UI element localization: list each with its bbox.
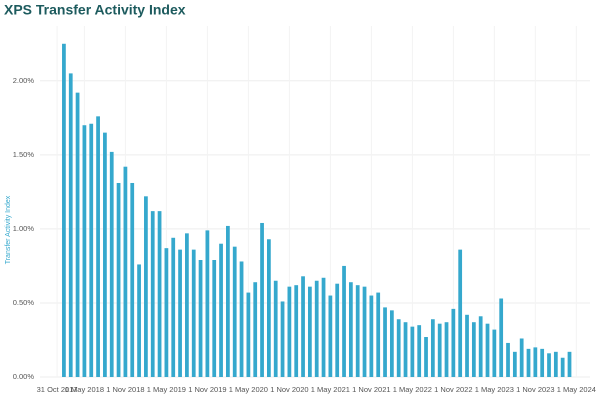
y-tick-label: 0.50%: [13, 298, 35, 307]
y-axis-label: Transfer Activity Index: [5, 195, 12, 264]
bar: [376, 292, 381, 377]
bar: [342, 265, 346, 377]
bar: [335, 283, 340, 377]
bar: [185, 233, 189, 377]
bar: [451, 308, 456, 377]
bar: [137, 264, 141, 377]
bar: [191, 249, 196, 377]
x-tick-label: 1 May 2019: [147, 385, 186, 394]
x-tick-label: 1 May 2020: [229, 385, 268, 394]
bar: [253, 282, 258, 377]
bar: [389, 310, 394, 377]
y-tick-label: 2.00%: [13, 76, 35, 85]
bar: [144, 196, 148, 377]
bar: [150, 211, 155, 377]
chart-title: XPS Transfer Activity Index: [4, 2, 186, 18]
y-tick-label: 0.00%: [13, 372, 35, 381]
x-tick-label: 1 Nov 2018: [106, 385, 144, 394]
bar: [68, 73, 73, 378]
bar: [75, 92, 80, 377]
bar: [533, 347, 538, 377]
bar: [226, 225, 230, 377]
x-tick-label: 1 Nov 2021: [352, 385, 390, 394]
bar: [485, 323, 490, 377]
bar: [444, 322, 449, 377]
bar: [567, 351, 572, 377]
x-tick-label: 1 May 2018: [65, 385, 104, 394]
bar: [355, 285, 360, 377]
bar: [540, 348, 545, 377]
bar: [123, 166, 128, 377]
bar: [314, 280, 319, 377]
bar: [246, 292, 251, 377]
bar: [307, 286, 312, 377]
x-tick-label: 1 May 2022: [393, 385, 432, 394]
bar: [96, 116, 100, 378]
bar: [526, 348, 531, 377]
bar: [560, 357, 565, 377]
x-tick-label: 1 Nov 2023: [516, 385, 554, 394]
bar: [82, 125, 87, 378]
bar: [396, 319, 401, 377]
bar: [478, 316, 483, 377]
bar: [260, 222, 264, 377]
bar: [348, 282, 353, 377]
bar: [465, 314, 469, 377]
bar: [492, 329, 497, 377]
bar: [232, 246, 237, 377]
bar: [430, 319, 435, 377]
bar: [164, 248, 169, 377]
bar: [547, 353, 551, 377]
y-tick-label: 1.00%: [13, 224, 35, 233]
bar: [553, 351, 558, 377]
bar: [198, 260, 203, 377]
bar: [410, 326, 415, 377]
bar: [116, 182, 121, 377]
bar: [178, 249, 182, 377]
bar: [403, 322, 408, 377]
bar: [239, 261, 244, 377]
bar: [301, 276, 305, 377]
bar: [362, 286, 367, 377]
bar: [109, 151, 114, 377]
x-tick-label: 1 May 2023: [475, 385, 514, 394]
bar: [212, 260, 217, 377]
bar: [512, 351, 517, 377]
bar: [437, 323, 442, 377]
bar: [280, 301, 285, 377]
bar: [383, 307, 387, 377]
bar: [103, 132, 107, 377]
x-tick-label: 1 Nov 2022: [434, 385, 472, 394]
bar: [471, 322, 476, 377]
bar: [519, 338, 524, 377]
y-tick-label: 1.50%: [13, 150, 35, 159]
bar: [499, 298, 504, 377]
bar: [62, 43, 66, 377]
bar: [273, 280, 278, 377]
bar: [287, 286, 292, 377]
x-tick-label: 1 Nov 2020: [270, 385, 308, 394]
x-tick-label: 31 Oct 2017: [37, 385, 78, 394]
x-tick-label: 1 May 2024: [557, 385, 596, 394]
bar: [157, 211, 162, 377]
bar: [417, 325, 422, 377]
bar: [369, 295, 374, 377]
bar: [506, 342, 510, 377]
bar: [89, 123, 94, 378]
bar: [205, 230, 210, 377]
x-tick-label: 1 May 2021: [311, 385, 350, 394]
bar: [321, 277, 326, 377]
x-tick-label: 1 Nov 2019: [188, 385, 226, 394]
bar: [458, 249, 463, 377]
bar: [328, 295, 333, 377]
bar: [171, 237, 176, 377]
bar: [424, 337, 428, 377]
bar: [267, 239, 271, 377]
bar: [130, 182, 135, 377]
bar: [219, 243, 223, 377]
bar: [294, 285, 299, 377]
